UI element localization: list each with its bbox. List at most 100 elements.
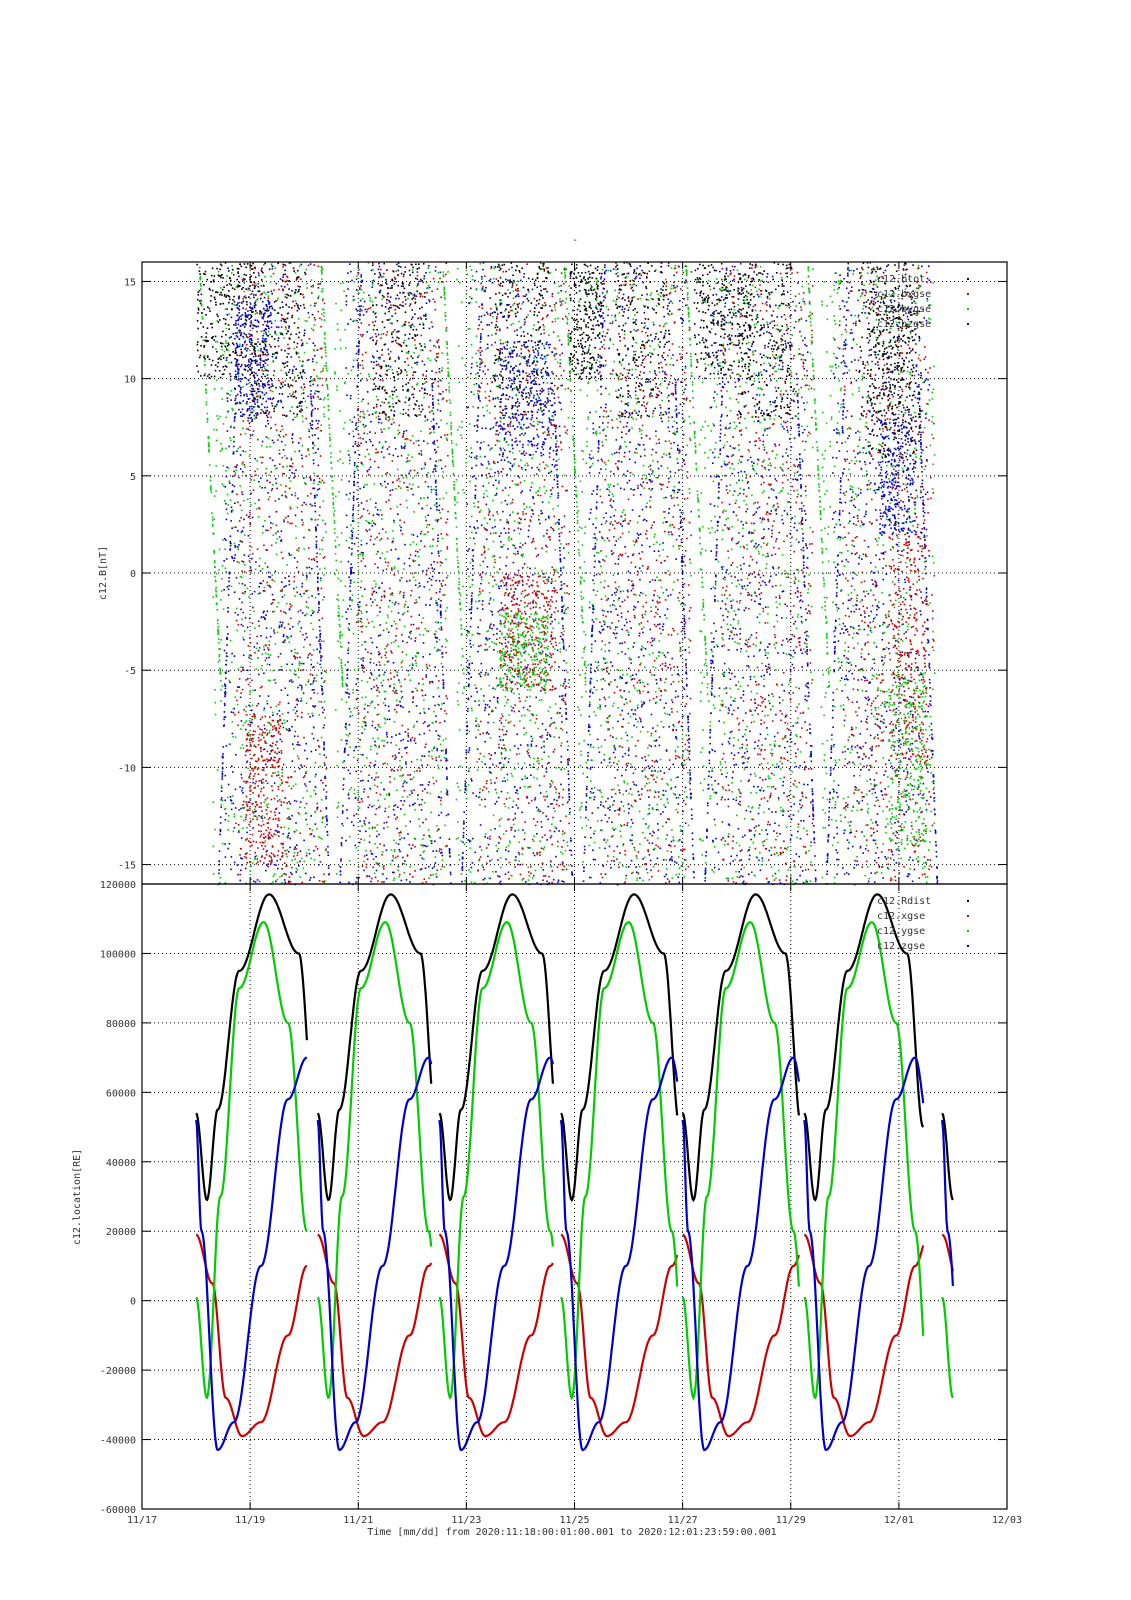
point-c12-bygse: [392, 403, 394, 405]
point-c12-bygse: [429, 545, 431, 547]
point-c12-bxgse: [242, 668, 244, 671]
point-c12-bxgse: [440, 517, 442, 520]
point-c12-bxgse: [320, 429, 323, 432]
point-c12-bygse: [247, 382, 250, 385]
point-c12-bzgse: [317, 426, 319, 429]
point-c12-bygse: [225, 447, 227, 450]
point-c12-bzgse: [353, 464, 356, 467]
point-c12-bzgse: [445, 751, 447, 753]
point-c12-bygse: [337, 577, 340, 580]
point-c12-bygse: [276, 795, 278, 797]
point-c12-bygse: [296, 861, 299, 864]
point-c12-bzgse: [393, 410, 396, 412]
point-c12-bzgse: [401, 304, 403, 307]
point-c12-bzgse: [422, 570, 424, 572]
point-c12-bzgse: [321, 689, 323, 692]
point-c12-bzgse: [395, 756, 397, 759]
point-c12-bygse: [366, 757, 368, 759]
point-c12-bzgse: [400, 808, 402, 810]
point-c12-bygse: [242, 636, 244, 639]
point-c12-bygse: [245, 710, 247, 713]
point-c12-bzgse: [225, 677, 227, 680]
point-c12-bygse: [256, 460, 258, 462]
point-c12-bxgse: [439, 735, 441, 738]
point-c12-bygse: [273, 353, 276, 355]
point-c12-bygse: [361, 696, 364, 699]
point-c12-bygse: [427, 357, 429, 360]
point-c12-bxgse: [435, 756, 437, 759]
point-c12-bzgse: [432, 428, 435, 431]
point-c12-bzgse: [234, 554, 236, 556]
point-c12-btot: [414, 277, 417, 280]
point-c12-bygse: [246, 403, 249, 405]
point-c12-bzgse: [316, 561, 318, 563]
point-c12-bzgse: [314, 407, 316, 410]
point-c12-bxgse: [262, 786, 265, 789]
point-c12-bygse: [257, 516, 260, 518]
point-c12-bzgse: [394, 603, 396, 605]
point-c12-bzgse: [360, 780, 362, 782]
point-c12-bygse: [327, 388, 329, 391]
point-c12-bzgse: [498, 535, 501, 537]
point-c12-bygse: [284, 454, 286, 457]
point-c12-bzgse: [368, 875, 371, 878]
point-c12-bzgse: [245, 745, 248, 747]
point-c12-bxgse: [439, 277, 441, 280]
point-c12-bxgse: [280, 779, 283, 781]
point-c12-bzgse: [305, 742, 307, 745]
point-c12-bzgse: [355, 770, 358, 773]
point-c12-bzgse: [288, 832, 290, 834]
point-c12-btot: [256, 380, 259, 382]
point-c12-bxgse: [289, 338, 291, 340]
point-c12-btot: [283, 263, 285, 266]
point-c12-bygse: [424, 343, 426, 345]
point-c12-bygse: [321, 816, 324, 818]
point-c12-bzgse: [343, 778, 345, 780]
point-c12-bxgse: [355, 621, 358, 623]
point-c12-bygse: [254, 502, 256, 505]
point-c12-bygse: [349, 419, 351, 421]
point-c12-bzgse: [433, 425, 435, 427]
point-c12-bygse: [296, 506, 299, 509]
point-c12-bzgse: [310, 376, 312, 378]
point-c12-bzgse: [440, 613, 442, 615]
point-c12-bzgse: [423, 363, 426, 366]
point-c12-bzgse: [260, 348, 262, 350]
point-c12-bygse: [358, 292, 360, 294]
point-c12-bxgse: [290, 507, 292, 510]
point-c12-btot: [281, 393, 284, 395]
point-c12-bygse: [445, 638, 447, 641]
point-c12-bxgse: [269, 585, 271, 588]
point-c12-bzgse: [388, 453, 391, 455]
point-c12-bygse: [264, 342, 266, 344]
point-c12-bygse: [334, 348, 337, 350]
point-c12-bzgse: [349, 590, 352, 592]
point-c12-bxgse: [265, 472, 267, 475]
point-c12-bygse: [423, 858, 425, 861]
point-c12-bygse: [437, 764, 439, 767]
point-c12-bzgse: [416, 720, 418, 723]
point-c12-bxgse: [397, 704, 400, 706]
point-c12-bxgse: [263, 841, 265, 844]
point-c12-bygse: [298, 265, 301, 268]
point-c12-btot: [254, 380, 256, 383]
point-c12-bzgse: [545, 406, 547, 409]
point-c12-bzgse: [412, 560, 415, 563]
point-c12-bxgse: [305, 785, 307, 787]
point-c12-bzgse: [374, 523, 377, 526]
point-c12-btot: [282, 385, 284, 388]
point-c12-bygse: [407, 390, 410, 393]
point-c12-bzgse: [368, 438, 371, 441]
point-c12-bygse: [254, 282, 257, 285]
point-c12-bxgse: [285, 516, 287, 519]
point-c12-btot: [421, 306, 423, 309]
point-c12-bzgse: [291, 681, 293, 683]
point-c12-bxgse: [407, 774, 409, 776]
point-c12-bxgse: [257, 341, 259, 343]
point-c12-bxgse: [367, 474, 370, 476]
point-c12-bxgse: [399, 618, 401, 621]
point-c12-btot: [402, 285, 405, 288]
point-c12-bzgse: [280, 826, 282, 829]
point-c12-bzgse: [327, 845, 329, 848]
point-c12-bzgse: [298, 405, 301, 407]
